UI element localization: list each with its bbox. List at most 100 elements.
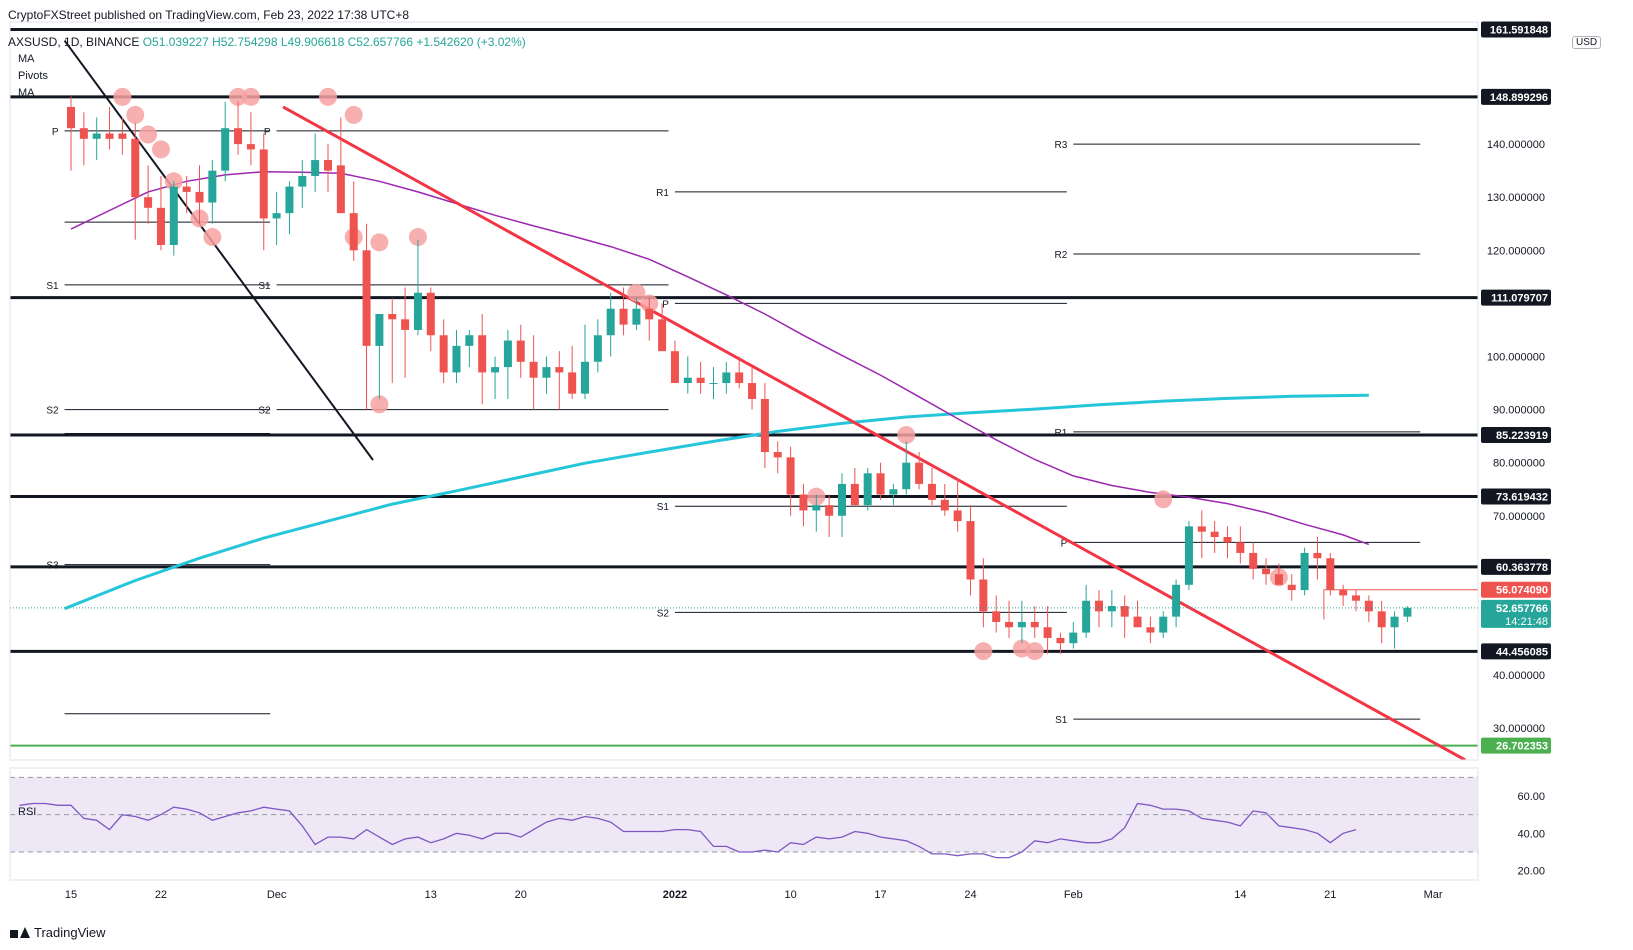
candle: [298, 160, 307, 208]
candle-body: [1069, 632, 1078, 644]
candle: [1326, 552, 1335, 596]
candle-body: [311, 160, 320, 176]
close-value: C52.657766: [347, 35, 413, 49]
candle: [439, 319, 448, 384]
candle: [1184, 521, 1193, 591]
indicator-pivots[interactable]: Pivots: [18, 70, 48, 82]
candle: [542, 356, 551, 394]
candle-body: [889, 489, 898, 495]
rsi-label[interactable]: RSI: [18, 806, 37, 818]
price-badge-label: 73.619432: [1496, 492, 1548, 504]
touch-marker: [370, 395, 389, 414]
symbol-label[interactable]: AXSUSD, 1D, BINANCE: [8, 35, 140, 49]
candle-body: [285, 186, 294, 214]
x-tick-label: Mar: [1424, 889, 1443, 901]
candle: [234, 101, 243, 155]
price-badge-label: 56.074090: [1496, 585, 1548, 597]
candle-body: [144, 197, 153, 208]
pivot-label: S1: [258, 281, 271, 292]
candle: [1095, 590, 1103, 628]
candle: [953, 478, 962, 532]
candle: [67, 96, 75, 171]
candle: [902, 441, 911, 495]
indicator-ma-1[interactable]: MA: [18, 53, 35, 65]
candle-body: [1197, 526, 1206, 532]
pivot-label: R2: [1055, 250, 1068, 261]
candle: [568, 345, 577, 399]
candle-body: [555, 367, 564, 373]
candle: [709, 367, 718, 399]
y-tick-label: 90.000000: [1493, 405, 1545, 417]
price-badge-bg: [1481, 581, 1551, 598]
candle: [786, 446, 795, 516]
candle-body: [1184, 526, 1193, 585]
candle: [966, 505, 975, 596]
candle: [1274, 563, 1283, 585]
pivot-label: S1: [657, 502, 670, 513]
candle-body: [876, 473, 885, 495]
price-badge-countdown: 14:21:48: [1505, 616, 1548, 628]
candle-body: [979, 579, 988, 612]
candle-body: [760, 398, 769, 453]
candle: [1300, 547, 1309, 596]
candle-body: [1043, 627, 1052, 638]
pivot-label: R3: [1055, 140, 1068, 151]
candle-body: [992, 611, 1001, 622]
candle: [529, 335, 538, 410]
candle-body: [1082, 600, 1091, 633]
price-badge-bg: [1481, 88, 1551, 105]
candle-body: [298, 175, 307, 187]
candle: [1223, 526, 1232, 559]
candle-body: [79, 128, 88, 139]
ohlc-legend: AXSUSD, 1D, BINANCE O51.039227 H52.75429…: [8, 35, 526, 49]
rsi-line: [19, 802, 1357, 859]
change-value: +1.542620 (+3.02%): [416, 35, 526, 49]
candle: [118, 117, 127, 155]
price-badge-bg: [1481, 558, 1551, 575]
candle-body: [812, 505, 821, 511]
candle: [619, 287, 628, 336]
candle: [362, 223, 371, 410]
candle-body: [915, 462, 924, 484]
ma-50-line: [70, 170, 1370, 546]
candle: [195, 165, 204, 224]
candle-body: [1403, 607, 1412, 617]
price-badge: 161.591848: [1481, 21, 1551, 38]
candle-body: [1274, 574, 1283, 585]
touch-marker: [113, 87, 132, 106]
candle: [606, 292, 615, 357]
candle-body: [1056, 637, 1065, 644]
candle: [1146, 616, 1155, 644]
candle-body: [234, 128, 243, 145]
x-tick-label: 2022: [663, 889, 687, 901]
candle: [1159, 611, 1168, 638]
candle: [1352, 590, 1360, 612]
price-badge-bg: [1481, 643, 1551, 660]
candle: [1313, 537, 1322, 580]
currency-button[interactable]: USD: [1572, 36, 1602, 49]
candle: [1339, 584, 1348, 607]
candle-body: [606, 308, 615, 336]
candle-body: [503, 340, 512, 368]
candle-body: [825, 505, 834, 516]
candle: [491, 356, 500, 399]
candle-body: [1159, 616, 1168, 633]
ma-200-line: [64, 393, 1369, 611]
candle: [760, 383, 769, 468]
candle: [1403, 606, 1412, 622]
indicator-ma-2[interactable]: MA: [18, 87, 35, 99]
candle-body: [658, 319, 667, 352]
candle-body: [259, 149, 268, 219]
candle: [246, 112, 255, 166]
touch-marker: [241, 87, 260, 106]
price-badge-label: 85.223919: [1496, 430, 1548, 442]
candle: [1249, 542, 1258, 580]
candle: [1197, 510, 1206, 559]
x-tick-label: Dec: [267, 889, 287, 901]
candle-body: [336, 165, 345, 214]
price-pane-frame: [9, 21, 1479, 761]
candle-body: [1095, 600, 1103, 612]
low-value: L49.906618: [280, 35, 345, 49]
candle-body: [927, 483, 936, 500]
